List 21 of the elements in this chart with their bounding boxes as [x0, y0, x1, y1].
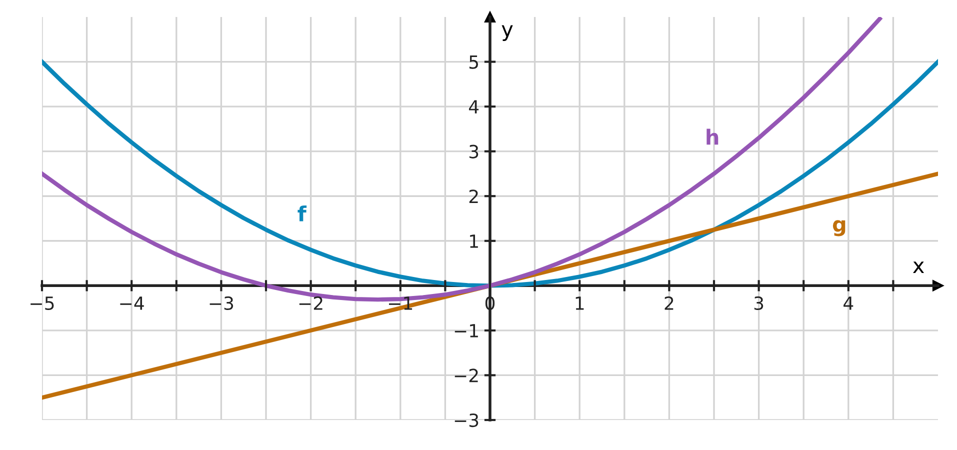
y-tick-label: 5: [469, 55, 478, 69]
y-tick-label: −2: [454, 368, 478, 382]
x-tick-label: −2: [299, 296, 322, 310]
x-tick-label: −5: [30, 296, 54, 310]
y-tick-label: 3: [469, 144, 478, 158]
x-tick-label: 4: [844, 296, 854, 310]
x-tick-label: −4: [120, 296, 144, 310]
y-tick-label: −1: [454, 324, 478, 338]
series-label: g: [832, 220, 846, 236]
y-tick-label: 2: [469, 190, 478, 203]
x-tick-label: 3: [754, 296, 764, 310]
series-label: h: [706, 128, 718, 145]
y-tick-label: 4: [468, 100, 479, 114]
series-label: f: [298, 205, 307, 222]
y-tick-label: −3: [454, 413, 478, 428]
x-axis-title: x: [912, 262, 924, 273]
x-tick-label: −3: [210, 296, 234, 310]
y-tick-label: 1: [470, 234, 478, 248]
y-axis-title: y: [502, 25, 513, 41]
x-tick-label: 2: [664, 296, 674, 310]
x-tick-label: 1: [576, 296, 584, 310]
